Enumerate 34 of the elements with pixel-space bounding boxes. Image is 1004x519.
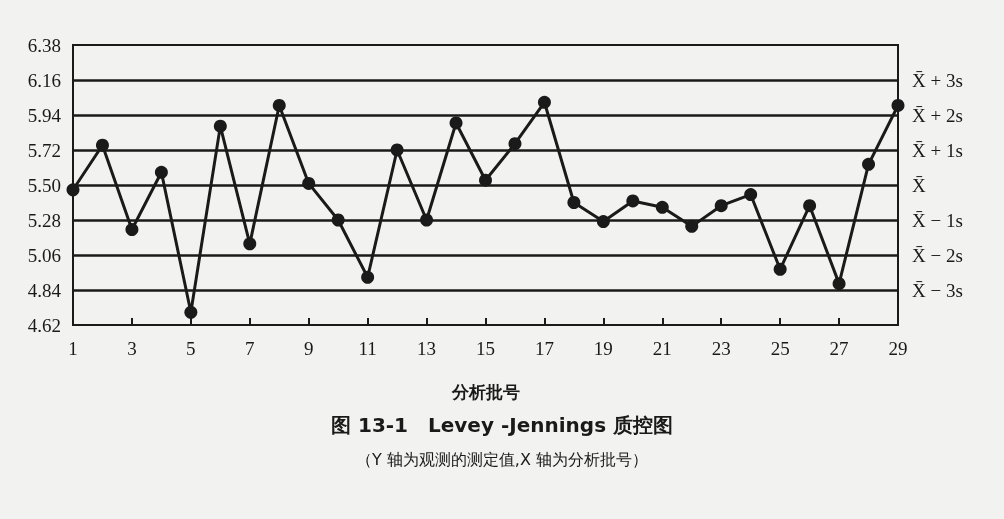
x-tick-label: 3 <box>127 338 137 359</box>
x-tick-label: 7 <box>245 338 255 359</box>
ref-line-label: X̄ − 1s <box>912 209 963 231</box>
x-tick-label: 1 <box>68 338 78 359</box>
text: 图 13-1 Levey -Jennings 质控图 <box>331 413 673 437</box>
x-tick-label: 13 <box>417 338 437 359</box>
y-tick-label: 5.72 <box>27 139 61 161</box>
ref-line-label: X̄ + 2s <box>912 104 963 126</box>
x-tick-label: 15 <box>476 338 495 359</box>
y-tick-label: 5.28 <box>27 209 61 231</box>
x-tick-label: 11 <box>358 338 377 359</box>
x-axis-title: 分析批号 <box>450 381 520 402</box>
y-tick-label: 4.62 <box>27 314 61 336</box>
x-tick-label: 27 <box>829 338 849 359</box>
y-tick-label: 5.50 <box>27 174 61 196</box>
x-tick-label: 21 <box>652 338 672 359</box>
ref-line-label: X̄ − 3s <box>912 279 963 301</box>
ref-line-label: X̄ <box>912 174 926 196</box>
y-tick-label: 5.06 <box>27 244 61 266</box>
y-tick-label: 6.16 <box>27 69 61 91</box>
ref-line-label: X̄ + 3s <box>912 69 963 91</box>
x-tick-label: 25 <box>770 338 790 359</box>
x-tick-label: 23 <box>711 338 731 359</box>
x-tick-label: 9 <box>303 338 314 359</box>
ref-line-label: X̄ + 1s <box>912 139 963 161</box>
y-tick-label: 5.94 <box>27 104 62 126</box>
x-tick-label: 5 <box>186 338 196 359</box>
y-tick-label: 4.84 <box>27 279 62 301</box>
x-tick-label: 19 <box>593 338 613 359</box>
x-tick-label: 29 <box>888 338 908 359</box>
y-tick-label: 6.38 <box>27 34 61 56</box>
ref-line-label: X̄ − 2s <box>912 244 963 266</box>
text: （Y 轴为观测的测定值,X 轴为分析批号） <box>356 449 648 469</box>
x-tick-label: 17 <box>534 338 554 359</box>
